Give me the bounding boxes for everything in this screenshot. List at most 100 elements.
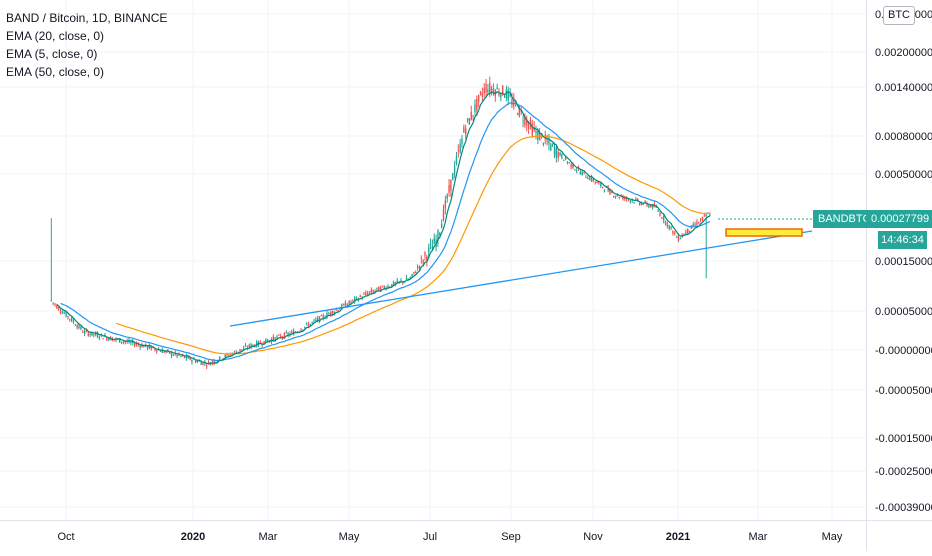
candle-body (95, 332, 97, 336)
legend-ema-50[interactable]: EMA (50, close, 0) (6, 65, 105, 79)
candle-body (61, 311, 64, 314)
candle-body (206, 365, 208, 367)
candle-body (640, 202, 643, 205)
candle-body (107, 338, 110, 341)
candle-body (335, 309, 337, 311)
candle-body (244, 345, 247, 347)
candle-body (69, 319, 71, 321)
candle-body (576, 170, 578, 172)
candle-body (668, 225, 670, 229)
time-axis-labels: Oct 2020 Mar May Jul Sep Nov 2021 Mar May (57, 531, 843, 543)
candle-body (683, 233, 685, 235)
candle-body (526, 120, 528, 126)
candle-body (611, 191, 613, 193)
candle-body (320, 315, 323, 317)
candle-body (431, 246, 434, 250)
candle-body (170, 352, 173, 356)
settings-corner[interactable] (866, 520, 932, 551)
candle-body (366, 293, 369, 296)
candle-body (209, 363, 212, 366)
candle-body (703, 215, 706, 217)
candle-body (666, 223, 669, 227)
trendline (229, 230, 813, 327)
countdown-tag: 14:46:34 (878, 231, 927, 249)
candle-body (463, 126, 465, 133)
candle-body (183, 356, 186, 358)
time-axis[interactable]: Oct 2020 Mar May Jul Sep Nov 2021 Mar May (0, 520, 866, 551)
chart-area[interactable] (0, 0, 866, 520)
candle-body (448, 185, 450, 193)
candle-body (411, 274, 413, 276)
candle-body (63, 312, 65, 314)
candle-body (355, 296, 358, 299)
candle-body (326, 312, 328, 317)
candle-body (498, 93, 500, 96)
candle-body (437, 230, 439, 241)
candle-body (392, 281, 395, 286)
price-chart[interactable] (0, 0, 866, 520)
candle-body (274, 337, 276, 342)
price-scale[interactable]: 0.002600000.002000000.001400000.00080000… (866, 0, 932, 520)
candle-body (250, 344, 252, 348)
candle-body (537, 130, 539, 140)
candle-body (613, 196, 615, 198)
candle-body (439, 232, 441, 235)
currency-badge[interactable]: BTC (883, 6, 915, 25)
time-tick-label: 2021 (666, 531, 690, 543)
candle-body (139, 345, 141, 348)
candle-body (285, 332, 287, 334)
candle-body (52, 302, 54, 304)
candle-body (674, 232, 676, 234)
time-tick-label: May (822, 531, 843, 543)
candle-body (459, 143, 461, 153)
candle-body (83, 330, 86, 334)
candle-body (452, 173, 454, 181)
candle-body (553, 148, 556, 156)
candle-body (646, 203, 648, 206)
candle-body (535, 130, 537, 134)
candle-body (91, 331, 93, 336)
candle-body (387, 285, 389, 288)
price-tick-label: -0.00000000 (875, 345, 932, 357)
candle-body (635, 198, 637, 201)
candle-body (350, 302, 352, 304)
candle-body (424, 252, 426, 256)
candle-body (492, 89, 495, 95)
candle-body (524, 116, 526, 126)
candle-body (444, 200, 447, 209)
legend-ema-5[interactable]: EMA (5, close, 0) (6, 47, 98, 61)
candle-body (263, 341, 265, 345)
candle-body (624, 198, 626, 200)
candle-body (368, 291, 371, 293)
time-tick-label: May (339, 531, 360, 543)
candle-body (655, 206, 657, 208)
candle-body (642, 203, 645, 205)
candle-body (511, 99, 513, 105)
candle-body (699, 219, 702, 221)
candle-body (570, 163, 572, 168)
time-tick-label: Sep (501, 531, 521, 543)
candle-body (352, 299, 354, 301)
candle-body (78, 324, 80, 328)
candle-body (426, 256, 428, 261)
candle-body (278, 334, 280, 336)
annotation-box (725, 228, 803, 237)
candle-body (429, 243, 432, 245)
candle-body (598, 182, 600, 184)
candle-body (241, 349, 243, 351)
candle-body (603, 190, 606, 192)
candle-body (548, 138, 550, 144)
candle-body (409, 277, 411, 279)
candle-body (607, 187, 609, 192)
candle-body (677, 235, 680, 241)
candle-body (518, 106, 521, 117)
candle-body (300, 329, 302, 331)
candle-body (70, 317, 73, 322)
ema-50-line (115, 135, 710, 355)
candle-body (546, 140, 548, 142)
legend-ema-20[interactable]: EMA (20, close, 0) (6, 29, 105, 43)
candle-body (137, 344, 139, 346)
legend-title[interactable]: BAND / Bitcoin, 1D, BINANCE (6, 11, 168, 25)
candle-body (291, 331, 293, 333)
candle-body (529, 120, 532, 125)
